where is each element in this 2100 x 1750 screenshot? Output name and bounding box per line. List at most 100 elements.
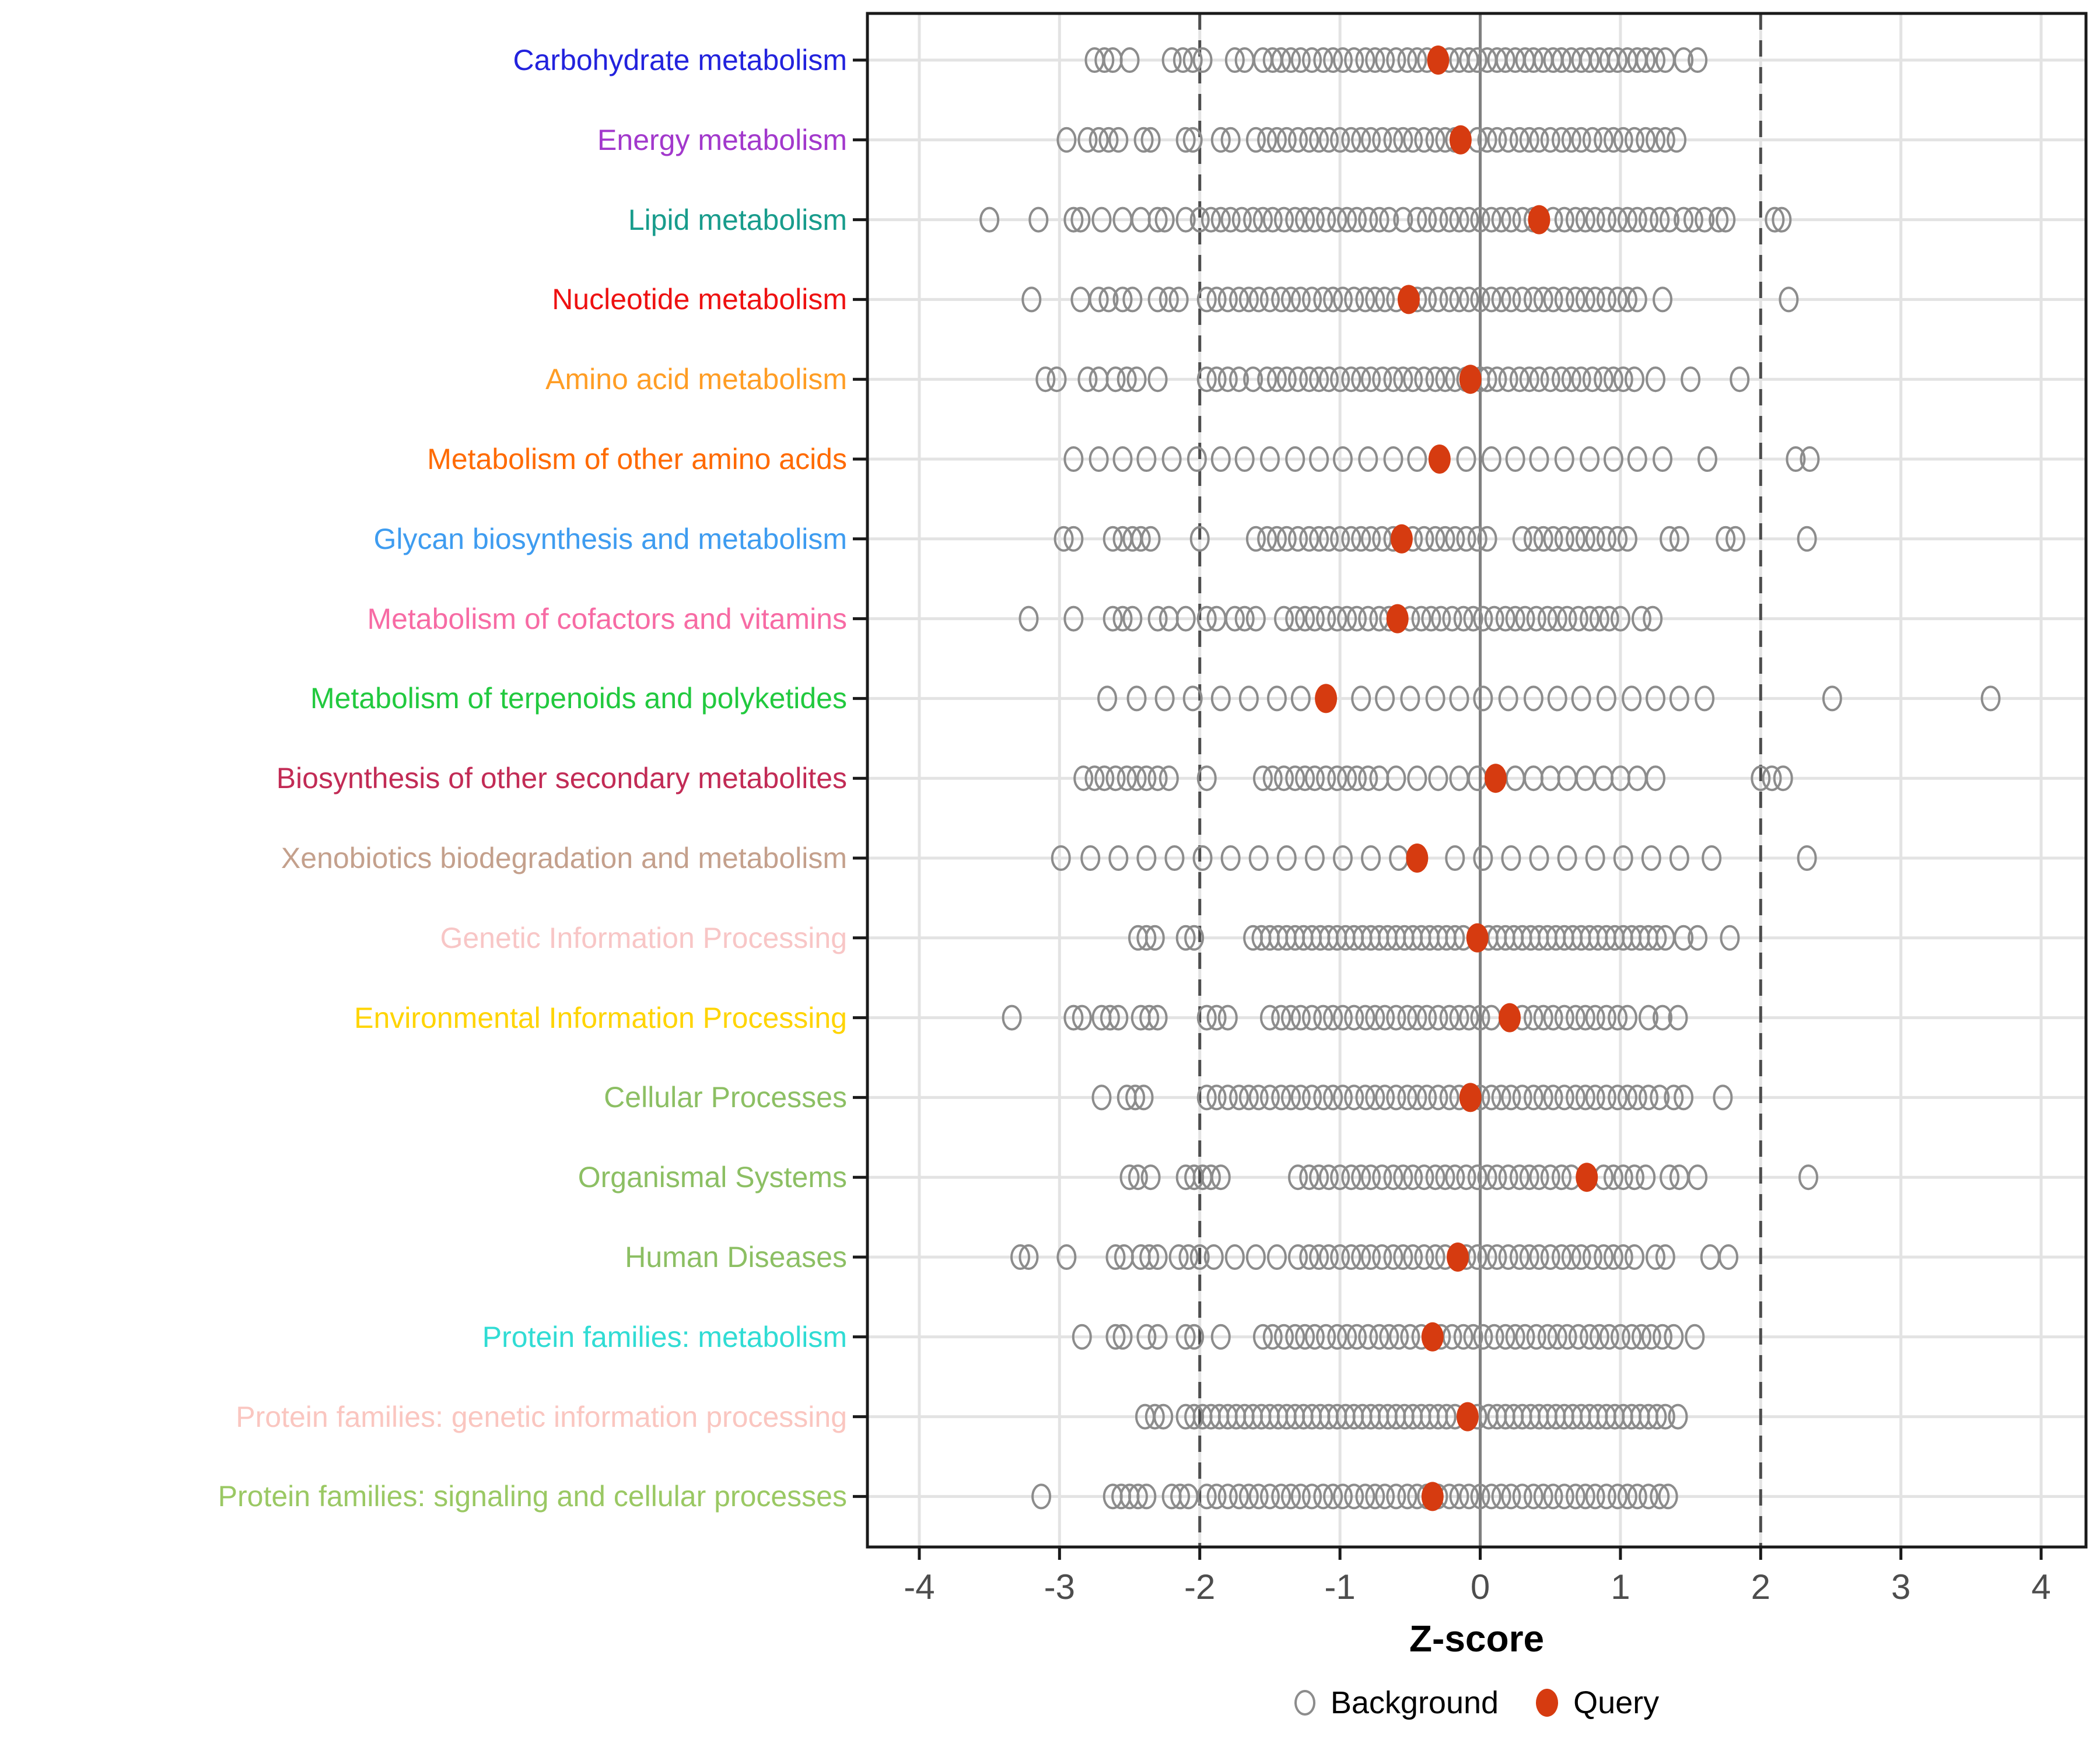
query-point <box>1456 1402 1479 1432</box>
background-point <box>1361 127 1381 153</box>
background-point <box>1449 286 1469 313</box>
background-point <box>1557 845 1577 871</box>
background-point <box>1554 1005 1574 1031</box>
background-point <box>1100 1005 1120 1031</box>
background-point <box>1487 1244 1507 1270</box>
background-point <box>1361 845 1381 871</box>
background-point <box>1393 366 1413 393</box>
background-point <box>1383 1244 1404 1270</box>
query-point <box>1466 923 1489 953</box>
background-point <box>1688 925 1708 951</box>
query-point <box>1576 1163 1598 1192</box>
background-point <box>1217 366 1238 393</box>
background-point <box>1647 925 1667 951</box>
background-point <box>1158 286 1179 313</box>
background-point <box>1276 526 1297 552</box>
background-point <box>1554 1483 1574 1510</box>
query-point <box>1484 764 1507 793</box>
background-point <box>1056 1244 1077 1270</box>
background-point <box>1400 1324 1420 1350</box>
background-point <box>1259 1005 1280 1031</box>
background-point <box>1196 286 1217 313</box>
background-point <box>1603 127 1623 153</box>
background-point <box>1627 446 1647 472</box>
background-point <box>1610 606 1630 632</box>
background-point <box>1080 845 1101 871</box>
background-point <box>1589 606 1609 632</box>
background-point <box>1063 446 1084 472</box>
background-point <box>1608 1084 1628 1111</box>
background-point <box>1414 127 1434 153</box>
background-point <box>1351 1244 1371 1270</box>
background-point <box>1186 446 1207 472</box>
background-point <box>1467 526 1488 552</box>
background-point <box>1596 1483 1616 1510</box>
background-point <box>1175 1324 1196 1350</box>
background-point <box>1290 1084 1311 1111</box>
background-point <box>1501 1084 1521 1111</box>
background-point <box>1346 606 1367 632</box>
background-point <box>1383 366 1404 393</box>
background-point <box>1210 685 1231 712</box>
background-point <box>1393 127 1413 153</box>
background-point <box>1554 206 1574 233</box>
background-point <box>1136 925 1157 951</box>
background-point <box>1568 606 1588 632</box>
background-point <box>1407 765 1427 792</box>
background-point <box>1772 206 1792 233</box>
background-point <box>1332 1084 1353 1111</box>
background-point <box>1332 845 1353 871</box>
background-point <box>1543 1084 1563 1111</box>
background-point <box>1105 1244 1126 1270</box>
background-point <box>1551 366 1572 393</box>
background-point <box>1428 286 1448 313</box>
background-point <box>1266 1244 1287 1270</box>
background-point <box>1330 1164 1350 1191</box>
background-point <box>1088 446 1109 472</box>
background-point <box>1551 1244 1572 1270</box>
background-point <box>1603 1244 1623 1270</box>
background-point <box>1280 1005 1301 1031</box>
background-point <box>1063 606 1084 632</box>
background-point <box>1332 1483 1353 1510</box>
background-point <box>1681 366 1701 393</box>
background-point <box>1327 1324 1348 1350</box>
background-point <box>1400 685 1420 712</box>
background-point <box>1608 286 1628 313</box>
background-point <box>1259 1483 1280 1510</box>
background-point <box>1470 286 1490 313</box>
query-point <box>1406 844 1429 873</box>
background-point <box>1358 765 1378 792</box>
background-point <box>1533 286 1553 313</box>
background-point <box>1234 446 1255 472</box>
background-point <box>1206 1005 1227 1031</box>
background-point <box>1439 1084 1460 1111</box>
background-point <box>1565 286 1586 313</box>
background-point <box>1543 1483 1563 1510</box>
background-point <box>1248 286 1269 313</box>
background-point <box>1116 765 1137 792</box>
background-point <box>1116 366 1137 393</box>
background-point <box>1582 127 1602 153</box>
background-point <box>1375 1084 1395 1111</box>
background-point <box>1365 286 1385 313</box>
background-point <box>1580 446 1600 472</box>
background-point <box>1238 685 1259 712</box>
background-point <box>1126 366 1147 393</box>
background-point <box>1554 446 1574 472</box>
background-point <box>1273 1324 1294 1350</box>
background-point <box>1271 286 1292 313</box>
background-point <box>1596 685 1616 712</box>
background-point <box>1608 1005 1628 1031</box>
background-point <box>1585 1084 1605 1111</box>
background-point <box>1565 526 1586 552</box>
background-point <box>1259 446 1280 472</box>
background-point <box>1674 47 1694 73</box>
background-point <box>1313 1084 1334 1111</box>
background-point <box>1266 366 1287 393</box>
background-point <box>1487 366 1507 393</box>
background-point <box>1713 1084 1733 1111</box>
background-point <box>1650 1483 1670 1510</box>
background-point <box>1206 286 1227 313</box>
panel-border <box>866 12 2088 1549</box>
